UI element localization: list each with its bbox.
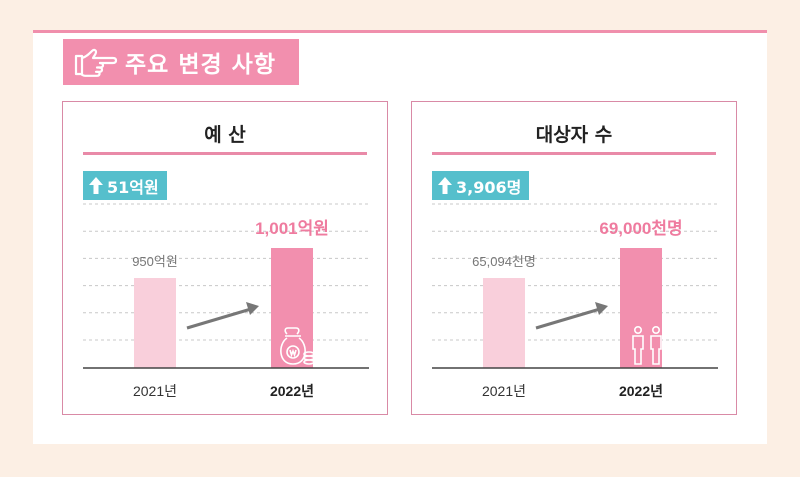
panel-title: 예 산 [204,124,246,146]
bar-2021 [483,278,525,368]
badge-value: 3,906명 [456,177,522,197]
people-icon [632,326,662,365]
panel-divider [83,152,367,155]
bar-2022 [620,248,662,368]
header-bar: 주요 변경 사항 [63,39,299,85]
badge-value: 51억원 [107,177,159,197]
money-bag-icon [280,327,315,365]
trend-arrow [535,302,608,330]
budget-panel: 예 산 51억원 2021년 2022년 950억원 1,001억원 [62,101,388,415]
increase-badge: 51억원 [83,171,167,200]
category-label-2022: 2022년 [270,383,314,399]
header-title: 주요 변경 사항 [125,52,276,78]
category-label-2022: 2022년 [619,383,663,399]
up-arrow-icon [89,177,103,194]
category-label-2021: 2021년 [133,383,177,399]
bar-2021 [134,278,176,368]
value-label-2022: 1,001억원 [255,219,329,238]
bar-2022 [271,248,313,368]
increase-badge: 3,906명 [432,171,530,200]
recipients-chart: 2021년 2022년 65,094천명 69,000천명 [432,203,718,399]
value-label-2022: 69,000천명 [599,219,682,238]
budget-chart: 2021년 2022년 950억원 1,001억원 [83,203,369,399]
panel-title: 대상자 수 [535,124,613,146]
up-arrow-icon [438,177,452,194]
category-label-2021: 2021년 [482,383,526,399]
trend-arrow [186,302,259,330]
pointing-hand-icon [74,48,118,77]
recipients-panel: 대상자 수 3,906명 2021년 2022년 65,094천명 69,000천… [411,101,737,415]
value-label-2021: 950억원 [132,254,178,269]
panel-divider [432,152,716,155]
value-label-2021: 65,094천명 [472,254,536,269]
